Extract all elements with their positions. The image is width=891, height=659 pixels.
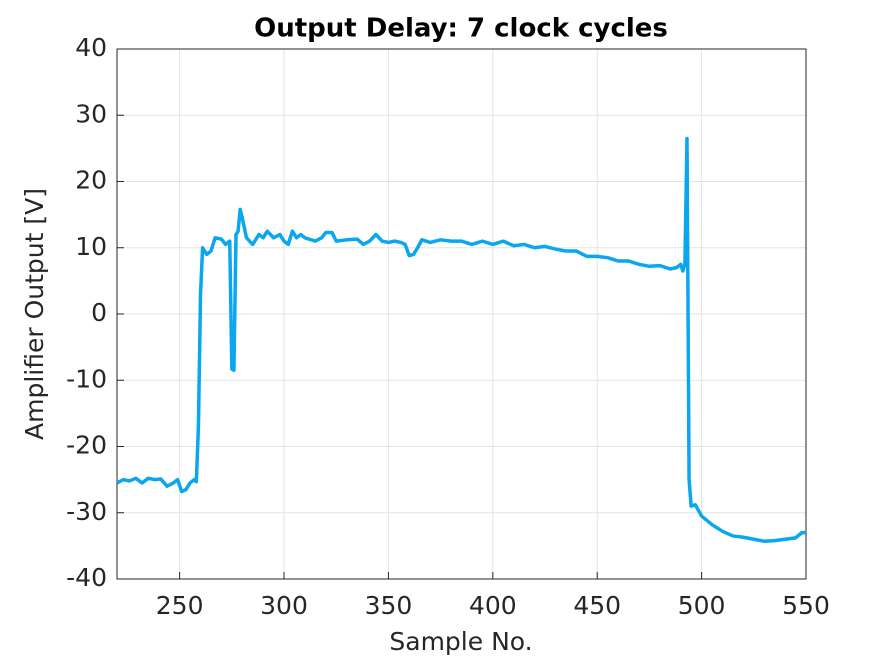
x-tick-label: 500 (678, 591, 726, 620)
x-tick-label: 250 (156, 591, 204, 620)
y-tick-label: 0 (91, 298, 107, 327)
chart-title: Output Delay: 7 clock cycles (254, 14, 668, 44)
y-axis-label: Amplifier Output [V] (20, 188, 49, 440)
x-tick-label: 300 (260, 591, 308, 620)
y-tick-label: 30 (75, 99, 107, 128)
x-axis-label: Sample No. (389, 627, 532, 656)
x-tick-label: 350 (365, 591, 413, 620)
y-tick-label: 10 (75, 232, 107, 261)
y-tick-label: 40 (75, 33, 107, 62)
y-tick-label: -10 (66, 364, 107, 393)
y-tick-label: -20 (66, 431, 107, 460)
y-tick-label: -30 (66, 497, 107, 526)
x-tick-label: 450 (573, 591, 621, 620)
x-tick-label: 550 (782, 591, 830, 620)
y-tick-label: 20 (75, 166, 107, 195)
plot-frame (116, 48, 807, 580)
data-line (116, 136, 806, 543)
x-tick-label: 400 (469, 591, 517, 620)
y-tick-label: -40 (66, 563, 107, 592)
